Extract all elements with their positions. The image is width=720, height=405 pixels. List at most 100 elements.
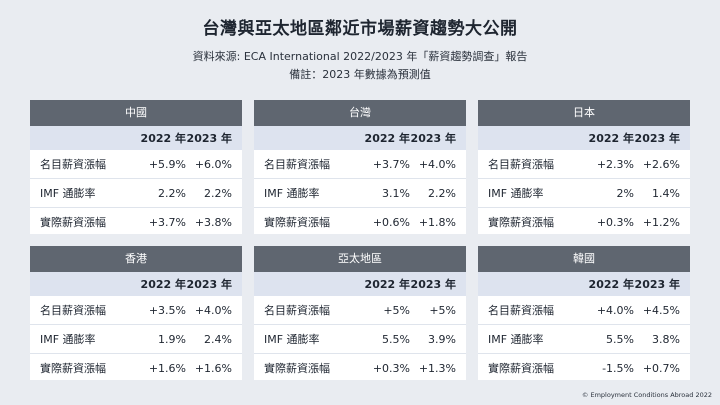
value-cell: +2.6% [642, 157, 680, 171]
value-cell: -1.5% [602, 361, 634, 375]
value-cell: 5.5% [382, 332, 410, 346]
value-cell: +0.6% [372, 215, 410, 229]
table-row: 實際薪資漲幅 +3.7% +3.8% [30, 208, 242, 236]
table-row: 名目薪資漲幅 +5% +5% [254, 296, 466, 325]
value-cell: +3.5% [148, 303, 186, 317]
value-cell: +5.9% [148, 157, 186, 171]
year-2023-header: 2023 年 [634, 278, 680, 291]
row-label-real: 實際薪資漲幅 [264, 362, 330, 375]
value-cell: +6.0% [194, 157, 232, 171]
forecast-note: 備註：2023 年數據為預測值 [289, 68, 431, 81]
table-row: IMF 通膨率 2% 1.4% [478, 179, 690, 208]
value-cell: +1.6% [148, 361, 186, 375]
year-2023-header: 2023 年 [634, 132, 680, 145]
value-cell: 3.8% [652, 332, 680, 346]
card-region-title: 亞太地區 [254, 246, 466, 272]
table-row: IMF 通膨率 5.5% 3.9% [254, 325, 466, 354]
value-cell: +0.3% [596, 215, 634, 229]
value-cell: +4.0% [418, 157, 456, 171]
row-label-real: 實際薪資漲幅 [40, 216, 106, 229]
card-year-header: 2022 年 2023 年 [478, 126, 690, 150]
salary-card: 台灣 2022 年 2023 年 名目薪資漲幅 +3.7% +4.0% IMF … [254, 100, 466, 234]
row-label-inflation: IMF 通膨率 [40, 187, 96, 200]
row-label-inflation: IMF 通膨率 [264, 333, 320, 346]
value-cell: +3.7% [372, 157, 410, 171]
card-year-header: 2022 年 2023 年 [478, 272, 690, 296]
value-cell: +1.2% [642, 215, 680, 229]
card-year-header: 2022 年 2023 年 [254, 126, 466, 150]
row-label-real: 實際薪資漲幅 [264, 216, 330, 229]
year-2023-header: 2023 年 [186, 132, 232, 145]
table-row: 實際薪資漲幅 +0.3% +1.3% [254, 354, 466, 382]
table-row: 實際薪資漲幅 +0.6% +1.8% [254, 208, 466, 236]
table-row: 名目薪資漲幅 +3.5% +4.0% [30, 296, 242, 325]
table-row: IMF 通膨率 3.1% 2.2% [254, 179, 466, 208]
value-cell: 2.2% [158, 186, 186, 200]
value-cell: +1.8% [418, 215, 456, 229]
value-cell: +1.6% [194, 361, 232, 375]
value-cell: +0.7% [642, 361, 680, 375]
row-label-nominal: 名目薪資漲幅 [264, 158, 330, 171]
table-row: IMF 通膨率 1.9% 2.4% [30, 325, 242, 354]
card-region-title: 香港 [30, 246, 242, 272]
table-row: IMF 通膨率 5.5% 3.8% [478, 325, 690, 354]
value-cell: 2.4% [204, 332, 232, 346]
card-region-title: 台灣 [254, 100, 466, 126]
value-cell: +5% [429, 303, 456, 317]
value-cell: +2.3% [596, 157, 634, 171]
card-region-title: 日本 [478, 100, 690, 126]
year-2022-header: 2022 年 [140, 278, 186, 291]
salary-cards-grid: 中國 2022 年 2023 年 名目薪資漲幅 +5.9% +6.0% IMF … [30, 100, 690, 380]
year-2022-header: 2022 年 [364, 132, 410, 145]
value-cell: +4.0% [596, 303, 634, 317]
card-region-title: 中國 [30, 100, 242, 126]
year-2023-header: 2023 年 [410, 132, 456, 145]
value-cell: 3.1% [382, 186, 410, 200]
table-row: 名目薪資漲幅 +3.7% +4.0% [254, 150, 466, 179]
value-cell: +5% [383, 303, 410, 317]
table-row: IMF 通膨率 2.2% 2.2% [30, 179, 242, 208]
table-row: 實際薪資漲幅 +0.3% +1.2% [478, 208, 690, 236]
value-cell: +4.0% [194, 303, 232, 317]
table-row: 名目薪資漲幅 +5.9% +6.0% [30, 150, 242, 179]
salary-card: 韓國 2022 年 2023 年 名目薪資漲幅 +4.0% +4.5% IMF … [478, 246, 690, 380]
value-cell: +3.8% [194, 215, 232, 229]
copyright-notice: © Employment Conditions Abroad 2022 [581, 391, 712, 399]
row-label-inflation: IMF 通膨率 [40, 333, 96, 346]
card-region-title: 韓國 [478, 246, 690, 272]
row-label-nominal: 名目薪資漲幅 [488, 304, 554, 317]
row-label-inflation: IMF 通膨率 [264, 187, 320, 200]
value-cell: +1.3% [418, 361, 456, 375]
value-cell: 3.9% [428, 332, 456, 346]
row-label-inflation: IMF 通膨率 [488, 187, 544, 200]
salary-card: 香港 2022 年 2023 年 名目薪資漲幅 +3.5% +4.0% IMF … [30, 246, 242, 380]
table-row: 實際薪資漲幅 +1.6% +1.6% [30, 354, 242, 382]
row-label-real: 實際薪資漲幅 [40, 362, 106, 375]
value-cell: +3.7% [148, 215, 186, 229]
card-year-header: 2022 年 2023 年 [254, 272, 466, 296]
year-2023-header: 2023 年 [410, 278, 456, 291]
row-label-real: 實際薪資漲幅 [488, 216, 554, 229]
row-label-nominal: 名目薪資漲幅 [40, 304, 106, 317]
table-row: 名目薪資漲幅 +4.0% +4.5% [478, 296, 690, 325]
source-subtitle: 資料來源: ECA International 2022/2023 年「薪資趨勢… [192, 50, 528, 63]
row-label-nominal: 名目薪資漲幅 [264, 304, 330, 317]
value-cell: +0.3% [372, 361, 410, 375]
value-cell: 2.2% [204, 186, 232, 200]
salary-card: 亞太地區 2022 年 2023 年 名目薪資漲幅 +5% +5% IMF 通膨… [254, 246, 466, 380]
card-year-header: 2022 年 2023 年 [30, 272, 242, 296]
table-row: 實際薪資漲幅 -1.5% +0.7% [478, 354, 690, 382]
year-2022-header: 2022 年 [364, 278, 410, 291]
value-cell: 5.5% [606, 332, 634, 346]
table-row: 名目薪資漲幅 +2.3% +2.6% [478, 150, 690, 179]
year-2022-header: 2022 年 [588, 278, 634, 291]
salary-card: 中國 2022 年 2023 年 名目薪資漲幅 +5.9% +6.0% IMF … [30, 100, 242, 234]
row-label-inflation: IMF 通膨率 [488, 333, 544, 346]
salary-card: 日本 2022 年 2023 年 名目薪資漲幅 +2.3% +2.6% IMF … [478, 100, 690, 234]
year-2022-header: 2022 年 [140, 132, 186, 145]
row-label-nominal: 名目薪資漲幅 [488, 158, 554, 171]
page-title: 台灣與亞太地區鄰近市場薪資趨勢大公開 [202, 19, 518, 39]
row-label-nominal: 名目薪資漲幅 [40, 158, 106, 171]
year-2023-header: 2023 年 [186, 278, 232, 291]
year-2022-header: 2022 年 [588, 132, 634, 145]
